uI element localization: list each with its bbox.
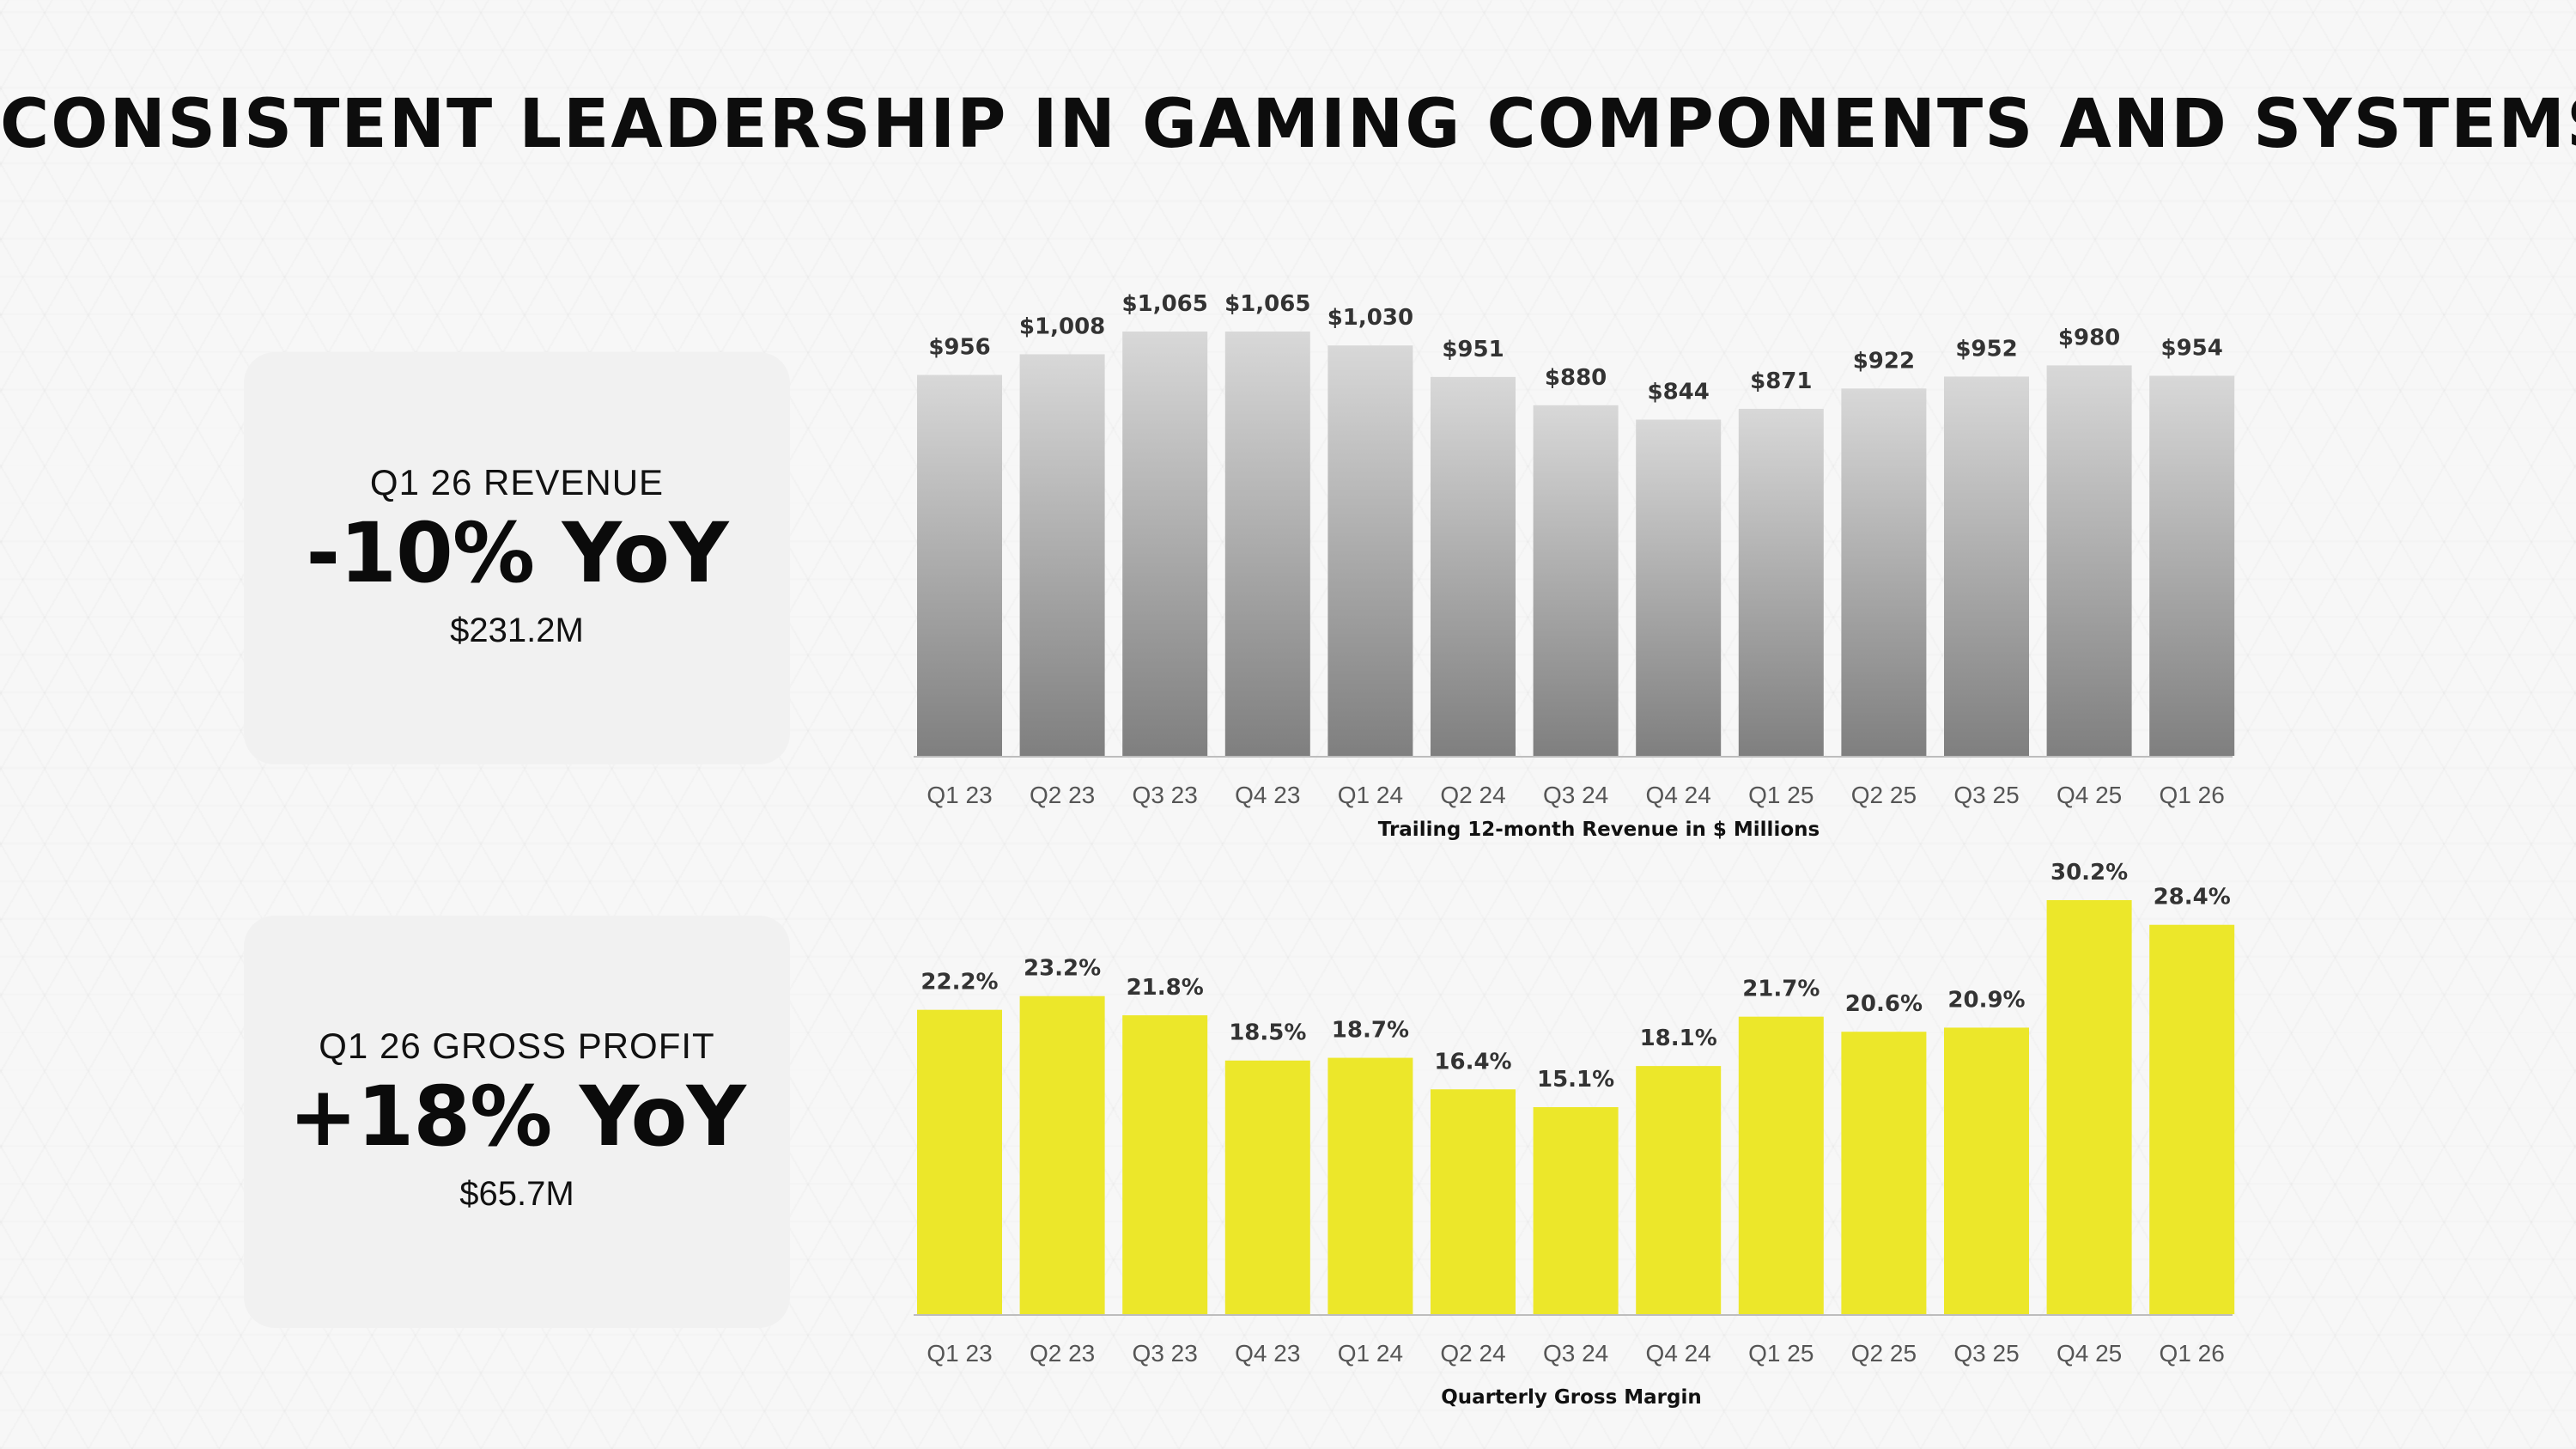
revenue-tick-label: Q4 23: [1235, 782, 1300, 808]
gross-margin-bar: [1122, 1015, 1208, 1314]
gross-margin-tick-label: Q2 24: [1440, 1340, 1505, 1367]
gross-margin-data-label: 22.2%: [920, 970, 998, 995]
gross-profit-kpi-label: Q1 26 GROSS PROFIT: [319, 1026, 715, 1066]
gross-margin-tick-label: Q1 24: [1338, 1340, 1403, 1367]
gross-margin-tick-label: Q3 25: [1953, 1340, 2019, 1367]
gross-margin-bar: [1327, 1057, 1413, 1314]
gross-margin-bar: [1224, 1060, 1310, 1314]
gross-margin-bar: [1533, 1107, 1619, 1314]
gross-margin-tick-label: Q4 24: [1646, 1340, 1711, 1367]
revenue-data-label: $980: [2058, 325, 2120, 350]
revenue-data-label: $954: [2161, 335, 2223, 361]
gross-margin-bar: [1636, 1066, 1722, 1314]
revenue-tick-label: Q2 23: [1030, 782, 1095, 808]
revenue-data-label: $1,065: [1224, 291, 1310, 317]
gross-margin-tick-label: Q1 25: [1748, 1340, 1814, 1367]
revenue-tick-label: Q3 25: [1953, 782, 2019, 808]
gross-profit-kpi-amount: $65.7M: [459, 1175, 574, 1213]
revenue-bar: [1738, 408, 1824, 756]
gross-margin-tick-label: Q3 23: [1133, 1340, 1198, 1367]
revenue-bar: [917, 374, 1002, 756]
gross-profit-kpi-card: Q1 26 GROSS PROFIT +18% YoY $65.7M: [244, 916, 790, 1328]
gross-margin-tick-label: Q1 23: [927, 1340, 992, 1367]
gross-margin-tick-label: Q4 23: [1235, 1340, 1300, 1367]
gross-margin-data-label: 23.2%: [1024, 956, 1101, 982]
revenue-bar: [1533, 405, 1619, 756]
gross-margin-bar: [2149, 924, 2235, 1314]
revenue-data-label: $951: [1442, 337, 1504, 362]
revenue-bar: [1019, 354, 1105, 756]
gross-margin-bar: [1019, 995, 1105, 1314]
revenue-data-label: $952: [1955, 336, 2017, 362]
gross-margin-bar: [1431, 1089, 1516, 1314]
revenue-tick-label: Q1 24: [1338, 782, 1403, 808]
gross-margin-data-label: 21.7%: [1742, 977, 1820, 1002]
gross-margin-tick-label: Q3 24: [1543, 1340, 1608, 1367]
revenue-kpi-value: -10% YoY: [306, 505, 728, 601]
gross-margin-data-label: 18.1%: [1640, 1026, 1717, 1051]
gross-margin-data-label: 21.8%: [1127, 975, 1204, 1001]
gross-margin-tick-label: Q1 26: [2160, 1340, 2225, 1367]
gross-margin-data-label: 15.1%: [1537, 1067, 1614, 1093]
page-title: CONSISTENT LEADERSHIP IN GAMING COMPONEN…: [0, 86, 2576, 163]
gross-margin-data-label: 16.4%: [1434, 1049, 1511, 1075]
revenue-data-label: $1,008: [1019, 314, 1105, 339]
revenue-tick-label: Q2 24: [1440, 782, 1505, 808]
gross-margin-data-label: 28.4%: [2154, 885, 2231, 910]
revenue-bar: [1122, 332, 1208, 756]
gross-margin-tick-label: Q4 25: [2057, 1340, 2122, 1367]
gross-margin-tick-label: Q2 25: [1851, 1340, 1917, 1367]
revenue-tick-label: Q1 26: [2160, 782, 2225, 808]
gross-margin-axis-caption: Quarterly Gross Margin: [1441, 1386, 1702, 1409]
gross-margin-data-label: 18.5%: [1229, 1020, 1306, 1046]
revenue-tick-label: Q3 23: [1133, 782, 1198, 808]
revenue-bar: [1841, 388, 1927, 756]
revenue-data-label: $922: [1853, 348, 1915, 374]
gross-margin-data-label: 18.7%: [1332, 1018, 1409, 1044]
revenue-data-label: $1,065: [1122, 291, 1208, 317]
gross-margin-tick-label: Q2 23: [1030, 1340, 1095, 1367]
gross-margin-bar: [1944, 1027, 2029, 1314]
revenue-data-label: $844: [1648, 380, 1710, 405]
revenue-bar: [1944, 376, 2029, 756]
gross-margin-bar-chart: 22.2% Q1 23 23.2% Q2 23 21.8% Q3 23 18.5% Q4 23…: [914, 860, 2235, 1409]
revenue-kpi-label: Q1 26 REVENUE: [369, 462, 665, 502]
revenue-data-label: $956: [928, 335, 990, 361]
revenue-tick-label: Q1 23: [927, 782, 992, 808]
revenue-tick-label: Q4 25: [2057, 782, 2122, 808]
revenue-bar-chart: $956 Q1 23 $1,008 Q2 23 $1,065 Q3 23 $1,065 Q4 …: [914, 291, 2235, 841]
gross-margin-bar: [1738, 1016, 1824, 1314]
revenue-kpi-amount: $231.2M: [450, 612, 584, 649]
revenue-bar: [1636, 419, 1722, 756]
revenue-axis-caption: Trailing 12-month Revenue in $ Millions: [1378, 819, 1820, 841]
revenue-tick-label: Q4 24: [1646, 782, 1711, 808]
gross-margin-data-label: 20.6%: [1845, 991, 1923, 1017]
gross-margin-bar: [1841, 1032, 1927, 1314]
revenue-data-label: $1,030: [1327, 305, 1413, 331]
revenue-bar: [2149, 375, 2235, 756]
revenue-bar: [1327, 345, 1413, 756]
revenue-bar: [1431, 376, 1516, 756]
gross-margin-data-label: 30.2%: [2050, 860, 2128, 886]
gross-margin-data-label: 20.9%: [1947, 987, 2025, 1013]
gross-margin-bar: [917, 1009, 1002, 1314]
revenue-bar: [2046, 365, 2132, 756]
revenue-data-label: $880: [1545, 365, 1607, 391]
revenue-tick-label: Q1 25: [1748, 782, 1814, 808]
revenue-bar: [1224, 332, 1310, 756]
gross-margin-bar: [2046, 900, 2132, 1314]
gross-profit-kpi-value: +18% YoY: [289, 1068, 746, 1165]
revenue-tick-label: Q3 24: [1543, 782, 1608, 808]
revenue-data-label: $871: [1750, 368, 1812, 394]
revenue-kpi-card: Q1 26 REVENUE -10% YoY $231.2M: [244, 352, 790, 764]
revenue-tick-label: Q2 25: [1851, 782, 1917, 808]
